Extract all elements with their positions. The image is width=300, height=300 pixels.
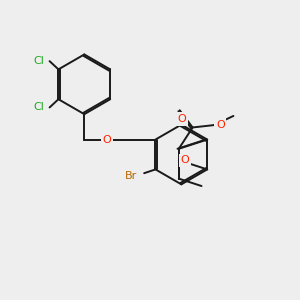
Text: Br: Br — [125, 170, 137, 181]
Text: O: O — [177, 114, 186, 124]
Text: O: O — [180, 155, 189, 165]
Text: Cl: Cl — [33, 56, 44, 66]
Text: O: O — [102, 134, 111, 145]
Text: Cl: Cl — [33, 102, 44, 112]
Text: O: O — [216, 120, 225, 130]
